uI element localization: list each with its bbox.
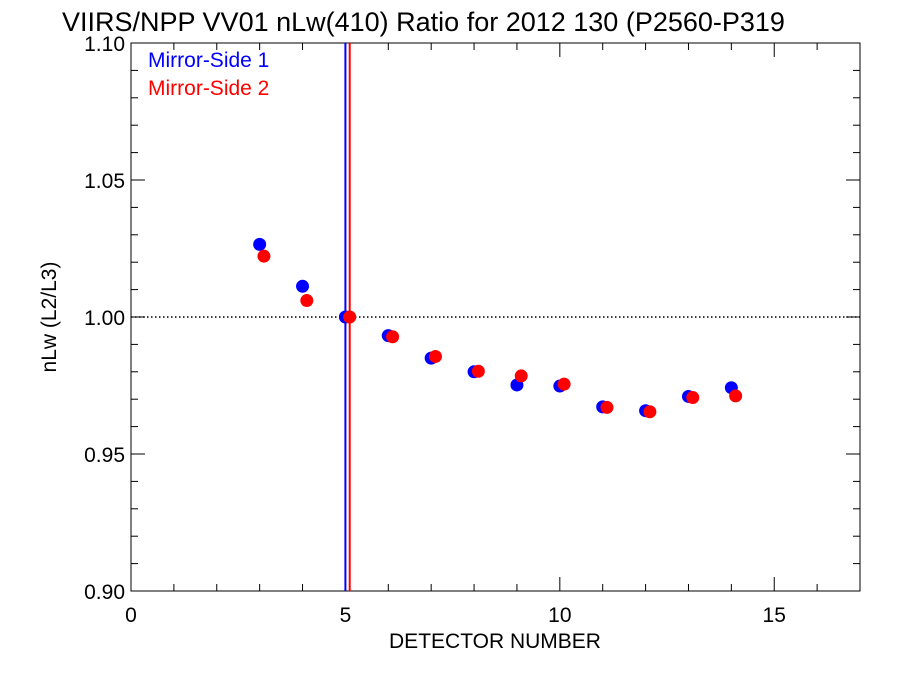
data-point-series-2: [343, 310, 357, 324]
legend: Mirror-Side 1 Mirror-Side 2: [148, 49, 269, 100]
y-tick-label: 1.05: [84, 170, 125, 193]
legend-entry-mirror-side-1: Mirror-Side 1: [148, 49, 269, 72]
x-tick-label: 15: [763, 604, 786, 627]
y-tick-label: 0.95: [84, 444, 125, 467]
y-tick-label: 0.90: [84, 581, 125, 604]
data-point-series-2: [514, 369, 528, 383]
y-tick-label: 1.00: [84, 307, 125, 330]
data-point-series-2: [557, 377, 571, 391]
data-point-series-1: [253, 237, 267, 251]
x-tick-label: 0: [125, 604, 137, 627]
y-axis-label: nLw (L2/L3): [38, 262, 61, 373]
data-point-series-2: [686, 391, 700, 405]
data-point-series-2: [386, 330, 400, 344]
legend-entry-mirror-side-2: Mirror-Side 2: [148, 77, 269, 100]
data-point-series-2: [300, 294, 314, 308]
data-point-series-2: [471, 364, 485, 378]
data-point-series-2: [643, 405, 657, 419]
data-points: [253, 237, 743, 419]
chart-title: VIIRS/NPP VV01 nLw(410) Ratio for 2012 1…: [62, 7, 785, 37]
data-point-series-1: [296, 279, 310, 293]
y-tick-label: 1.10: [84, 33, 125, 56]
x-axis-label: DETECTOR NUMBER: [389, 630, 601, 653]
data-point-series-2: [428, 349, 442, 363]
axis-ticks: 0 5 10 15 0.90 0.95 1.00 1.05 1.10: [84, 33, 861, 627]
x-tick-label: 5: [340, 604, 352, 627]
data-point-series-2: [600, 400, 614, 414]
data-point-series-2: [729, 389, 743, 403]
x-tick-label: 10: [548, 604, 571, 627]
data-point-series-2: [257, 249, 271, 263]
